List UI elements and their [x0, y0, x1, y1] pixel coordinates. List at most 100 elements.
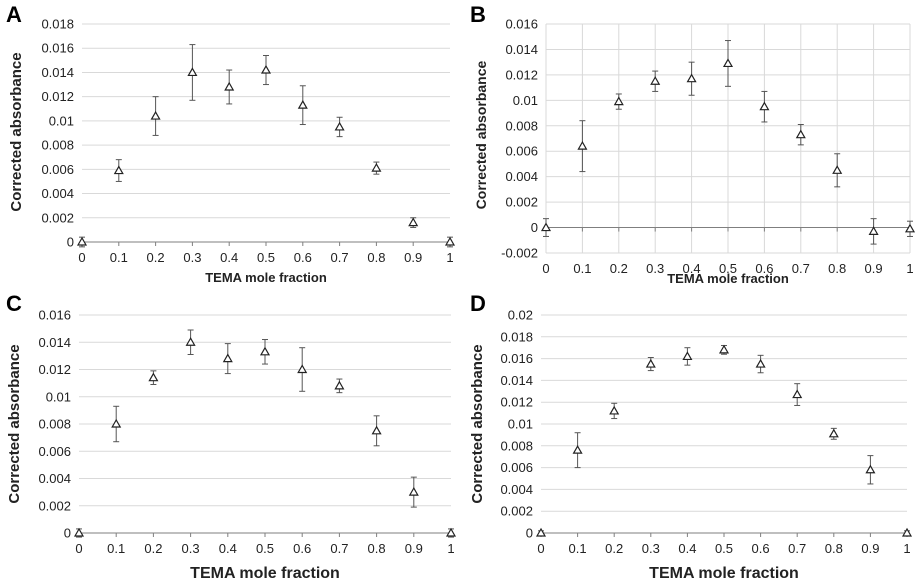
x-tick-label: 0 [78, 250, 85, 265]
data-point-marker [535, 527, 547, 537]
x-tick-label: 0.3 [182, 541, 200, 556]
y-tick-label: 0.006 [38, 444, 71, 459]
data-point-marker [722, 58, 734, 68]
y-tick-label: 0.002 [505, 195, 538, 210]
x-tick-label: 1 [906, 261, 913, 276]
data-point-marker [259, 346, 271, 356]
x-tick-label: 0.4 [219, 541, 237, 556]
x-tick-label: 0.2 [610, 261, 628, 276]
data-point-marker [609, 405, 620, 415]
x-tick-label: 0.7 [330, 541, 348, 556]
x-tick-label: 0.2 [144, 541, 162, 556]
y-tick-label: 0.004 [500, 482, 533, 497]
y-tick-label: 0.014 [505, 42, 538, 57]
data-point-marker [297, 99, 308, 109]
data-point-marker [408, 217, 419, 227]
x-axis-title: TEMA mole fraction [205, 270, 327, 285]
data-point-marker [540, 222, 552, 232]
data-point-marker [759, 101, 770, 111]
x-tick-label: 0.4 [678, 541, 696, 556]
data-point-marker [686, 73, 697, 83]
data-point-marker [113, 165, 124, 175]
y-axis-title: Corrected absorbance [469, 344, 486, 503]
x-tick-label: 0.5 [257, 250, 275, 265]
y-tick-label: 0 [67, 235, 74, 250]
y-tick-label: 0.012 [38, 362, 71, 377]
x-tick-label: 1 [447, 541, 454, 556]
data-point-marker [150, 110, 161, 120]
x-tick-label: 0.1 [107, 541, 125, 556]
data-point-marker [408, 486, 419, 496]
x-tick-label: 0.9 [861, 541, 879, 556]
y-tick-label: 0.01 [46, 389, 71, 404]
y-tick-label: 0.012 [41, 89, 74, 104]
y-tick-label: 0 [526, 526, 533, 541]
x-tick-label: 0.1 [569, 541, 587, 556]
data-point-marker [832, 165, 843, 174]
panel-letter: C [6, 291, 22, 316]
data-point-marker [868, 226, 879, 235]
chart-panel-c: C 0 0.002 0.004 0.006 0.008 0.01 0.012 0.014 0.01… [6, 291, 457, 582]
x-tick-label: 0 [75, 541, 82, 556]
data-point-marker [222, 353, 233, 363]
x-tick-label: 0.3 [646, 261, 664, 276]
data-point-marker [444, 236, 456, 246]
y-tick-label: 0.006 [500, 460, 533, 475]
y-tick-label: 0.01 [508, 417, 533, 432]
y-tick-label: 0.016 [505, 17, 538, 32]
data-point-marker [755, 358, 766, 368]
y-tick-label: 0.01 [513, 93, 538, 108]
x-tick-label: 0.6 [752, 541, 770, 556]
y-tick-label: 0.018 [41, 17, 74, 32]
y-tick-label: 0.008 [41, 138, 74, 153]
data-point-marker [682, 351, 693, 361]
chart-panel-d: D 0 0.002 0.004 0.006 0.008 0.01 0.012 0.014 0.01… [469, 291, 913, 582]
data-point-marker [904, 223, 916, 233]
y-tick-label: 0.006 [41, 162, 74, 177]
chart-panel-a: A 0 0.002 0.004 0.006 0.008 0.01 0.012 0.014 0.01… [6, 2, 456, 285]
data-point-marker [445, 527, 457, 537]
data-point-marker [371, 162, 382, 172]
y-tick-label: 0.004 [505, 169, 538, 184]
data-point-marker [865, 464, 876, 474]
data-point-marker [795, 129, 806, 139]
y-tick-label: 0.008 [38, 417, 71, 432]
x-tick-label: 0.6 [293, 541, 311, 556]
data-point-marker [650, 76, 661, 85]
data-point-marker [73, 527, 85, 537]
x-tick-label: 0.7 [788, 541, 806, 556]
x-tick-label: 0.4 [683, 261, 701, 276]
y-tick-label: 0.006 [505, 144, 538, 159]
chart-panel-b: B -0.002 0 0.002 0.004 0.006 0.008 0.01 0.012 0.0… [470, 2, 916, 286]
y-axis-title: Corrected absorbance [473, 60, 489, 209]
data-point-marker [334, 380, 345, 390]
data-point-marker [187, 67, 198, 77]
y-tick-label: 0.018 [500, 329, 533, 344]
data-point-marker [76, 236, 88, 246]
y-tick-label: 0.004 [41, 186, 74, 201]
y-tick-label: 0.016 [38, 308, 71, 323]
x-tick-label: 0.9 [865, 261, 883, 276]
x-tick-label: 0.8 [367, 250, 385, 265]
x-tick-label: 0.7 [331, 250, 349, 265]
y-tick-label: 0.014 [38, 335, 71, 350]
data-point-marker [901, 527, 913, 537]
panel-letter: B [470, 2, 486, 27]
x-tick-label: 0.5 [715, 541, 733, 556]
x-tick-label: 0.8 [828, 261, 846, 276]
x-tick-label: 0.6 [294, 250, 312, 265]
y-tick-label: 0.002 [41, 210, 74, 225]
y-tick-label: 0.01 [49, 113, 74, 128]
x-tick-label: 0.1 [110, 250, 128, 265]
panel-letter: D [470, 291, 486, 316]
x-tick-label: 1 [446, 250, 453, 265]
y-tick-label: 0.016 [41, 41, 74, 56]
x-axis-title: TEMA mole fraction [190, 565, 340, 582]
x-tick-label: 0.6 [755, 261, 773, 276]
y-tick-label: 0.016 [500, 351, 533, 366]
data-point-marker [613, 96, 624, 106]
y-tick-label: 0.002 [500, 504, 533, 519]
x-tick-label: 0.7 [792, 261, 810, 276]
y-tick-label: 0.012 [505, 67, 538, 82]
